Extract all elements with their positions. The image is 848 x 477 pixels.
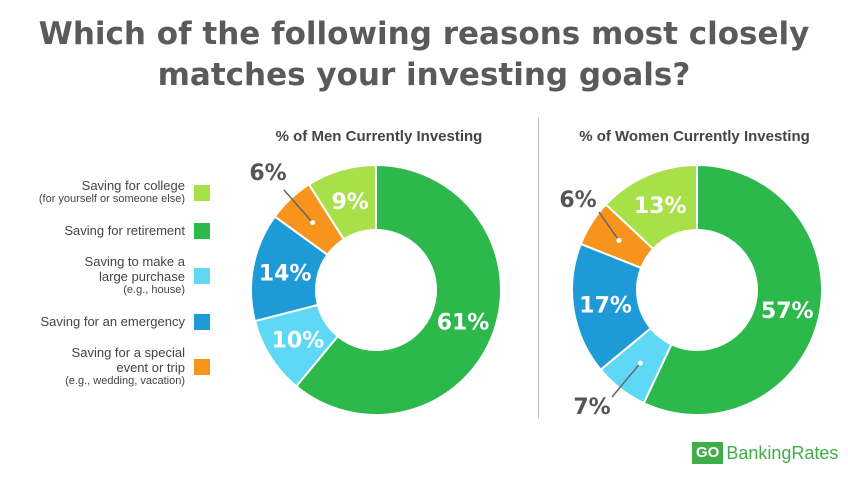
slice-label-special-event: 6% — [249, 161, 286, 186]
leader-line-large-purchase — [611, 362, 641, 398]
slice-label-retirement: 61% — [437, 310, 490, 335]
chart-title-line-1: Which of the following reasons most clos… — [38, 16, 810, 52]
men-chart-title: % of Men Currently Investing — [275, 128, 483, 145]
legend-sublabel: (e.g., wedding, vacation) — [65, 375, 185, 387]
legend-label: Saving for an emergency — [40, 314, 185, 329]
slice-label-college: 9% — [332, 190, 369, 215]
legend-label-line-2: large purchase — [99, 269, 185, 284]
leader-line-special-event — [598, 211, 620, 241]
legend-label: Saving to make a — [84, 254, 185, 269]
slice-college — [604, 163, 698, 251]
slice-label-special-event: 6% — [559, 188, 596, 213]
men-donut: 61% 10% 14% 6% 9% — [249, 161, 502, 416]
legend-item-emergency: Saving for an emergency — [0, 314, 240, 374]
slice-label-emergency: 14% — [259, 262, 312, 287]
logo-text: BankingRates — [726, 443, 839, 463]
women-donut: 57% 7% 17% 6% 13% — [559, 163, 823, 420]
legend: Saving for college (for yourself or some… — [0, 0, 240, 477]
gobankingrates-logo: GO BankingRates — [692, 442, 838, 464]
legend-label-line-2: event or trip — [116, 360, 185, 375]
legend-swatch-retirement — [194, 223, 210, 239]
legend-sublabel: (e.g., house) — [123, 284, 185, 296]
leader-dot-special-event — [616, 237, 622, 243]
legend-swatch-special-event — [194, 359, 210, 375]
slice-label-retirement: 57% — [761, 299, 814, 324]
legend-swatch-large-purchase — [194, 268, 210, 284]
slice-college — [307, 163, 377, 241]
leader-dot-special-event — [310, 220, 316, 226]
chart-title-line-2: matches your investing goals? — [157, 57, 691, 93]
legend-item-large-purchase: Saving to make a large purchase (e.g., h… — [0, 254, 240, 314]
legend-item-retirement: Saving for retirement — [0, 223, 240, 283]
legend-label: Saving for a special — [71, 345, 185, 360]
slice-retirement — [294, 163, 502, 416]
slice-emergency — [571, 242, 653, 372]
slice-label-college: 13% — [634, 194, 687, 219]
legend-item-college: Saving for college (for yourself or some… — [0, 178, 240, 238]
legend-swatch-emergency — [194, 314, 210, 330]
legend-item-special-event: Saving for a special event or trip (e.g.… — [0, 345, 240, 405]
slice-retirement — [642, 163, 823, 416]
leader-dot-large-purchase — [637, 360, 643, 366]
women-chart-title: % of Women Currently Investing — [579, 128, 810, 145]
legend-swatch-college — [194, 185, 210, 201]
legend-label: Saving for retirement — [64, 223, 185, 238]
slice-label-large-purchase: 7% — [573, 395, 610, 420]
legend-label: Saving for college — [81, 178, 185, 193]
leader-line-special-event — [283, 189, 314, 224]
slice-label-emergency: 17% — [579, 293, 632, 318]
chart-title: Which of the following reasons most clos… — [0, 14, 848, 96]
divider — [538, 118, 539, 418]
logo-go: GO — [692, 442, 724, 464]
legend-sublabel: (for yourself or someone else) — [38, 193, 185, 205]
slice-label-large-purchase: 10% — [272, 329, 325, 354]
